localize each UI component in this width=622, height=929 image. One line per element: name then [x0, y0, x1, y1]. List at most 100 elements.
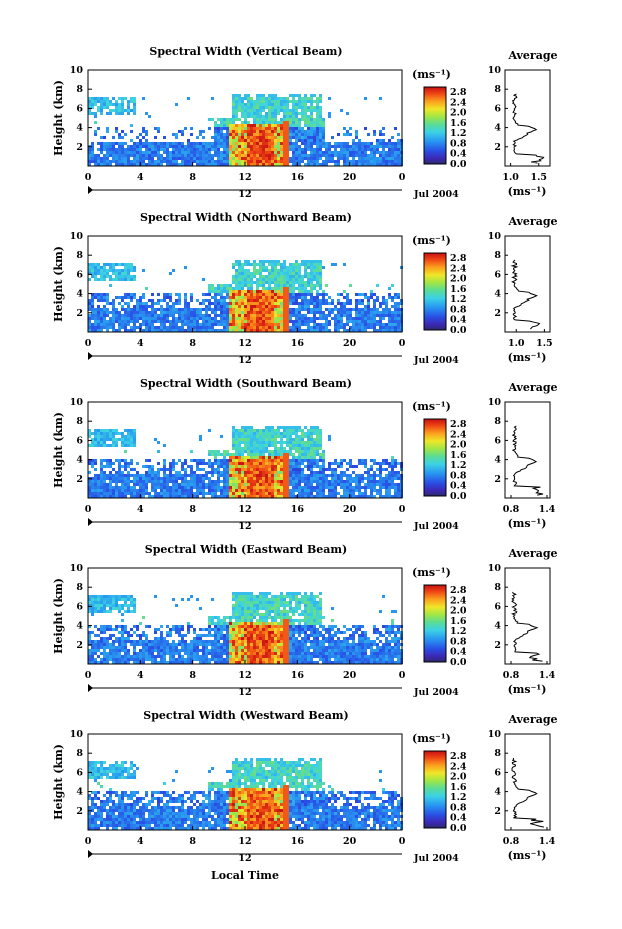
average-y-tick-label: 2	[494, 308, 501, 319]
average-y-tick-label: 10	[488, 65, 502, 76]
panel-2: Spectral Width (Northward Beam) Height (k…	[52, 211, 558, 366]
x-tick-label: 16	[291, 670, 305, 681]
colorbar-tick: 2.0	[450, 772, 467, 783]
date-line-arrow	[88, 518, 93, 526]
x-tick-label: 0	[399, 504, 406, 515]
y-tick-label: 2	[76, 640, 83, 651]
average-x-label: (ms⁻¹)	[508, 185, 547, 198]
date-label: Jul 2004	[413, 687, 459, 698]
x-tick-label: 4	[137, 670, 144, 681]
y-tick-label: 8	[76, 416, 83, 427]
x-tick-label: 16	[291, 172, 305, 183]
average-y-tick-label: 6	[494, 767, 501, 778]
x-tick-label: 4	[137, 172, 144, 183]
y-tick-label: 10	[70, 729, 84, 740]
y-axis-label: Height (km)	[52, 744, 65, 820]
x-tick-label: 0	[399, 338, 406, 349]
colorbar-tick: 2.0	[450, 108, 467, 119]
y-tick-label: 2	[76, 474, 83, 485]
panel-3: Spectral Width (Southward Beam) Height (k…	[52, 377, 558, 532]
x-tick-label: 12	[238, 670, 251, 681]
x-tick-label: 0	[85, 338, 92, 349]
average-y-tick-label: 8	[494, 582, 501, 593]
x-tick-label: 12	[238, 338, 251, 349]
colorbar-tick: 2.0	[450, 274, 467, 285]
colorbar	[424, 253, 446, 331]
colorbar-tick: 2.4	[450, 97, 467, 108]
center-tick-label: 12	[238, 521, 251, 532]
heatmap-cells	[88, 758, 403, 830]
x-tick-label: 4	[137, 338, 144, 349]
colorbar-frame	[423, 86, 447, 165]
average-frame	[504, 235, 551, 333]
panel-title: Spectral Width (Westward Beam)	[143, 709, 348, 722]
colorbar-tick: 0.0	[450, 657, 467, 668]
y-tick-label: 4	[76, 787, 83, 798]
x-tick-label: 16	[291, 504, 305, 515]
colorbar-tick: 0.4	[450, 149, 467, 160]
colorbar-tick: 0.0	[450, 491, 467, 502]
colorbar-tick: 2.8	[450, 419, 467, 430]
heatmap-cells	[88, 260, 403, 332]
center-tick-label: 12	[238, 853, 251, 864]
colorbar-tick: 2.8	[450, 87, 467, 98]
average-profile-line	[511, 425, 544, 496]
y-tick-label: 8	[76, 748, 83, 759]
average-y-tick-label: 10	[488, 729, 502, 740]
panel-4: Spectral Width (Eastward Beam) Height (km…	[52, 543, 558, 698]
x-tick-label: 20	[343, 504, 357, 515]
colorbar-tick: 0.4	[450, 315, 467, 326]
colorbar-units: (ms⁻¹)	[412, 234, 451, 247]
colorbar-tick: 1.2	[450, 626, 467, 637]
y-tick-label: 2	[76, 806, 83, 817]
average-x-tick-label: 1.5	[536, 338, 553, 349]
average-y-tick-label: 6	[494, 601, 501, 612]
y-tick-label: 8	[76, 84, 83, 95]
colorbar-tick: 1.6	[450, 616, 467, 627]
colorbar	[424, 751, 446, 829]
average-x-label: (ms⁻¹)	[508, 683, 547, 696]
colorbar-tick: 1.2	[450, 460, 467, 471]
colorbar	[424, 585, 446, 663]
x-tick-label: 0	[85, 504, 92, 515]
average-x-tick-label: 1.4	[539, 504, 556, 515]
average-x-tick-label: 1.0	[508, 338, 525, 349]
colorbar-tick: 1.6	[450, 450, 467, 461]
colorbar-frame	[423, 750, 447, 829]
colorbar-units: (ms⁻¹)	[412, 400, 451, 413]
colorbar-tick: 2.0	[450, 606, 467, 617]
average-x-label: (ms⁻¹)	[508, 849, 547, 862]
x-axis-label: Local Time	[211, 869, 279, 882]
average-x-tick-label: 0.8	[503, 670, 520, 681]
date-label: Jul 2004	[413, 189, 459, 200]
panel-title: Spectral Width (Northward Beam)	[140, 211, 352, 224]
y-axis-label: Height (km)	[52, 412, 65, 488]
x-tick-label: 16	[291, 338, 305, 349]
average-y-tick-label: 6	[494, 103, 501, 114]
x-tick-label: 0	[399, 836, 406, 847]
heatmap-cells	[88, 592, 403, 664]
colorbar-tick: 2.8	[450, 253, 467, 264]
colorbar-tick: 0.8	[450, 304, 467, 315]
colorbar-tick: 2.0	[450, 440, 467, 451]
y-tick-label: 10	[70, 563, 84, 574]
colorbar-tick: 0.8	[450, 636, 467, 647]
y-axis-label: Height (km)	[52, 246, 65, 322]
colorbar-tick: 0.0	[450, 823, 467, 834]
date-line-arrow	[88, 850, 93, 858]
average-x-tick-label: 0.8	[503, 836, 520, 847]
average-title: Average	[507, 381, 557, 394]
x-tick-label: 20	[343, 172, 357, 183]
average-profile-line	[510, 591, 543, 662]
average-profile-line	[510, 259, 541, 330]
average-y-tick-label: 4	[494, 455, 501, 466]
x-tick-label: 8	[189, 836, 196, 847]
average-profile-line	[511, 93, 545, 164]
y-tick-label: 6	[76, 601, 83, 612]
heatmap-cells	[88, 94, 403, 166]
y-tick-label: 4	[76, 289, 83, 300]
colorbar-frame	[423, 418, 447, 497]
y-tick-label: 6	[76, 269, 83, 280]
colorbar-tick: 1.6	[450, 118, 467, 129]
